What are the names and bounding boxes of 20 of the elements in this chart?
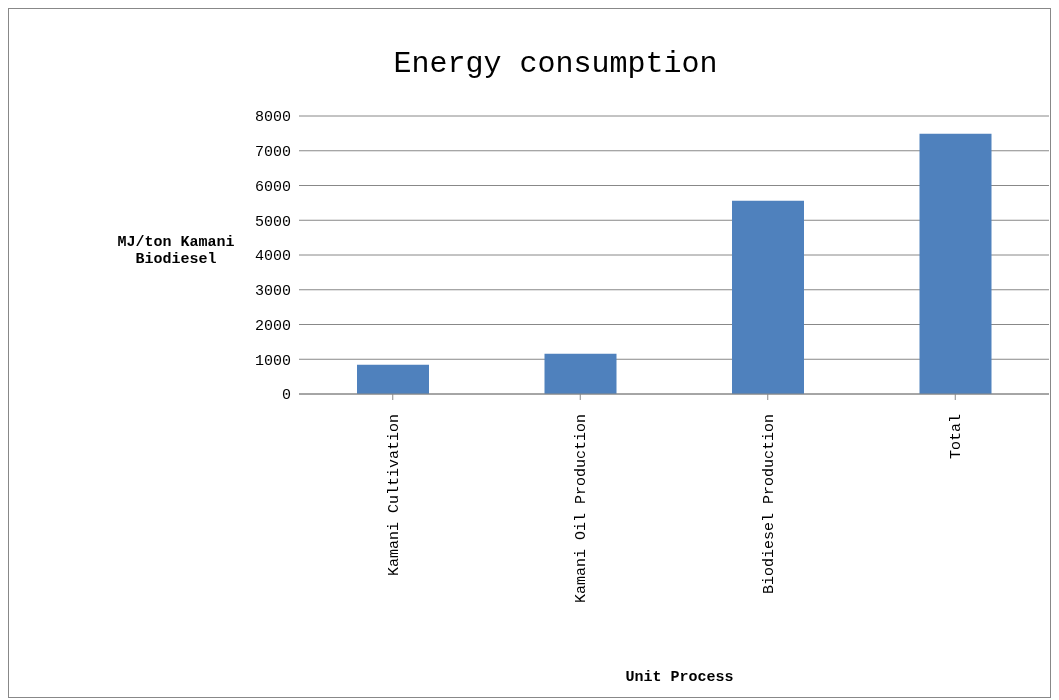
y-tick-label: 1000 (254, 352, 291, 370)
y-tick-label: 6000 (254, 178, 291, 196)
bar (357, 364, 429, 394)
bar (732, 200, 804, 394)
x-tick-label: Biodiesel Production (760, 414, 778, 595)
y-tick-label: 4000 (254, 248, 291, 266)
bar (919, 133, 992, 394)
x-axis-title: Unit Process (624, 669, 735, 686)
y-tick-label: 0 (281, 387, 291, 405)
x-tick-label: Kamani Cultivation (385, 414, 403, 577)
chart-title: Energy consumption (392, 47, 719, 81)
x-tick-label: Total (948, 414, 966, 460)
x-tick-label: Kamani Oil Production (573, 414, 591, 604)
y-tick-label: 7000 (254, 144, 291, 162)
y-tick-label: 2000 (254, 317, 291, 335)
bar (544, 353, 617, 394)
y-tick-label: 3000 (254, 283, 291, 301)
y-tick-label: 5000 (254, 213, 291, 231)
y-axis-title: MJ/ton Kamani Biodiesel (116, 234, 236, 268)
y-tick-label: 8000 (254, 109, 291, 127)
